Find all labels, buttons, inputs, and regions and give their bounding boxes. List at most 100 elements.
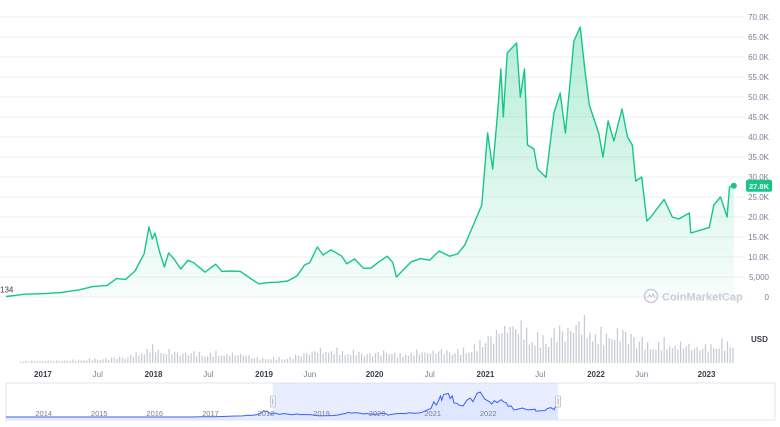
volume-bar — [240, 353, 242, 363]
volume-bar — [69, 360, 71, 363]
volume-bar — [157, 349, 159, 363]
volume-bar — [402, 356, 404, 363]
volume-bar — [317, 352, 319, 363]
watermark: CoinMarketCap — [643, 288, 743, 304]
volume-bar — [25, 360, 27, 363]
volume-bar — [363, 356, 366, 363]
volume-bar — [633, 337, 635, 363]
volume-bar — [50, 360, 52, 363]
volume-bar — [649, 349, 652, 363]
volume-bar — [457, 348, 459, 363]
volume-bar — [377, 352, 379, 363]
volume-bar — [292, 359, 294, 363]
volume-bar — [578, 321, 580, 363]
volume-bar — [523, 339, 525, 363]
volume-bar — [592, 341, 594, 363]
volume-bar — [121, 357, 124, 363]
volume-bar — [31, 360, 33, 363]
volume-bar — [80, 360, 82, 363]
volume-bar — [303, 353, 305, 363]
volume-bar — [234, 355, 236, 363]
y-tick-label: 50.0K — [748, 93, 770, 102]
volume-bar — [663, 337, 665, 363]
price-line — [5, 26, 734, 298]
grid-lines — [0, 16, 745, 298]
x-tick-label: 2019 — [255, 370, 273, 379]
volume-bar — [58, 360, 60, 363]
volume-bar — [427, 353, 429, 363]
volume-bar — [179, 355, 181, 363]
volume-bar — [300, 356, 302, 363]
volume-bar — [143, 354, 146, 363]
x-tick-label: Jul — [535, 370, 545, 379]
volume-bar — [339, 355, 341, 363]
volume-bar — [281, 359, 283, 363]
volume-bar — [647, 342, 649, 363]
volume-bar — [413, 355, 415, 363]
current-price-badge — [746, 179, 772, 192]
volume-bar — [506, 332, 509, 363]
volume-bar — [534, 345, 536, 363]
volume-bar — [391, 354, 393, 363]
volume-bar — [515, 329, 517, 363]
volume-bar — [608, 338, 610, 363]
volume-bar — [61, 360, 63, 363]
y-tick-label: 25.0K — [748, 193, 770, 202]
volume-bar — [369, 353, 371, 363]
volume-bar — [564, 341, 566, 363]
navigator-tick-label: 2017 — [202, 409, 219, 418]
volume-bar — [39, 361, 41, 363]
volume-bar — [311, 351, 313, 363]
volume-bar — [446, 350, 448, 363]
volume-bar — [449, 352, 451, 363]
volume-bar — [473, 344, 476, 363]
volume-bar — [231, 352, 234, 363]
volume-bar — [493, 343, 495, 363]
y-tick-label: 10.0K — [748, 253, 770, 262]
y-tick-label: 45.0K — [748, 113, 770, 122]
volume-bar — [333, 354, 335, 363]
volume-bar — [721, 338, 723, 363]
price-area — [5, 26, 737, 298]
volume-bar — [366, 354, 368, 363]
volume-bar — [462, 347, 465, 363]
volume-bar — [273, 356, 275, 363]
volume-bar — [171, 354, 173, 363]
volume-bar — [64, 360, 66, 363]
volume-bar — [625, 331, 627, 363]
y-tick-label: 35.0K — [748, 153, 770, 162]
x-tick-label: Jul — [203, 370, 213, 379]
volume-bar — [53, 361, 55, 363]
volume-bar — [352, 349, 355, 363]
volume-bar — [218, 355, 220, 363]
volume-bar — [47, 360, 49, 363]
volume-bar — [264, 359, 267, 363]
x-tick-label: 2021 — [477, 370, 495, 379]
y-tick-label: 0 — [765, 293, 770, 302]
volume-bar — [677, 349, 679, 363]
volume-bar — [262, 357, 264, 363]
volume-bar — [110, 357, 113, 363]
volume-bar — [451, 354, 454, 363]
volume-bar — [636, 348, 638, 363]
volume-bar — [704, 344, 707, 363]
volume-bar — [168, 348, 170, 363]
volume-bar — [600, 326, 602, 363]
y-tick-label: 15.0K — [748, 233, 770, 242]
volume-bar — [652, 349, 654, 363]
volume-bar — [350, 354, 352, 363]
volume-bars — [20, 315, 734, 363]
volume-bar — [726, 341, 729, 363]
volume-bar — [116, 359, 118, 363]
time-navigator[interactable]: 2014 2015 2016 2017 2018 2019 2020 2021 2022 — [5, 382, 776, 421]
volume-bar — [182, 353, 184, 363]
volume-bar — [504, 325, 506, 363]
navigator-tick-label: 2016 — [146, 409, 163, 418]
volume-bar — [344, 355, 346, 363]
volume-bar — [438, 351, 440, 363]
volume-bar — [138, 355, 140, 363]
volume-bar — [418, 354, 421, 363]
volume-bar — [229, 356, 231, 363]
volume-bar — [259, 359, 261, 363]
volume-bar — [102, 359, 104, 363]
